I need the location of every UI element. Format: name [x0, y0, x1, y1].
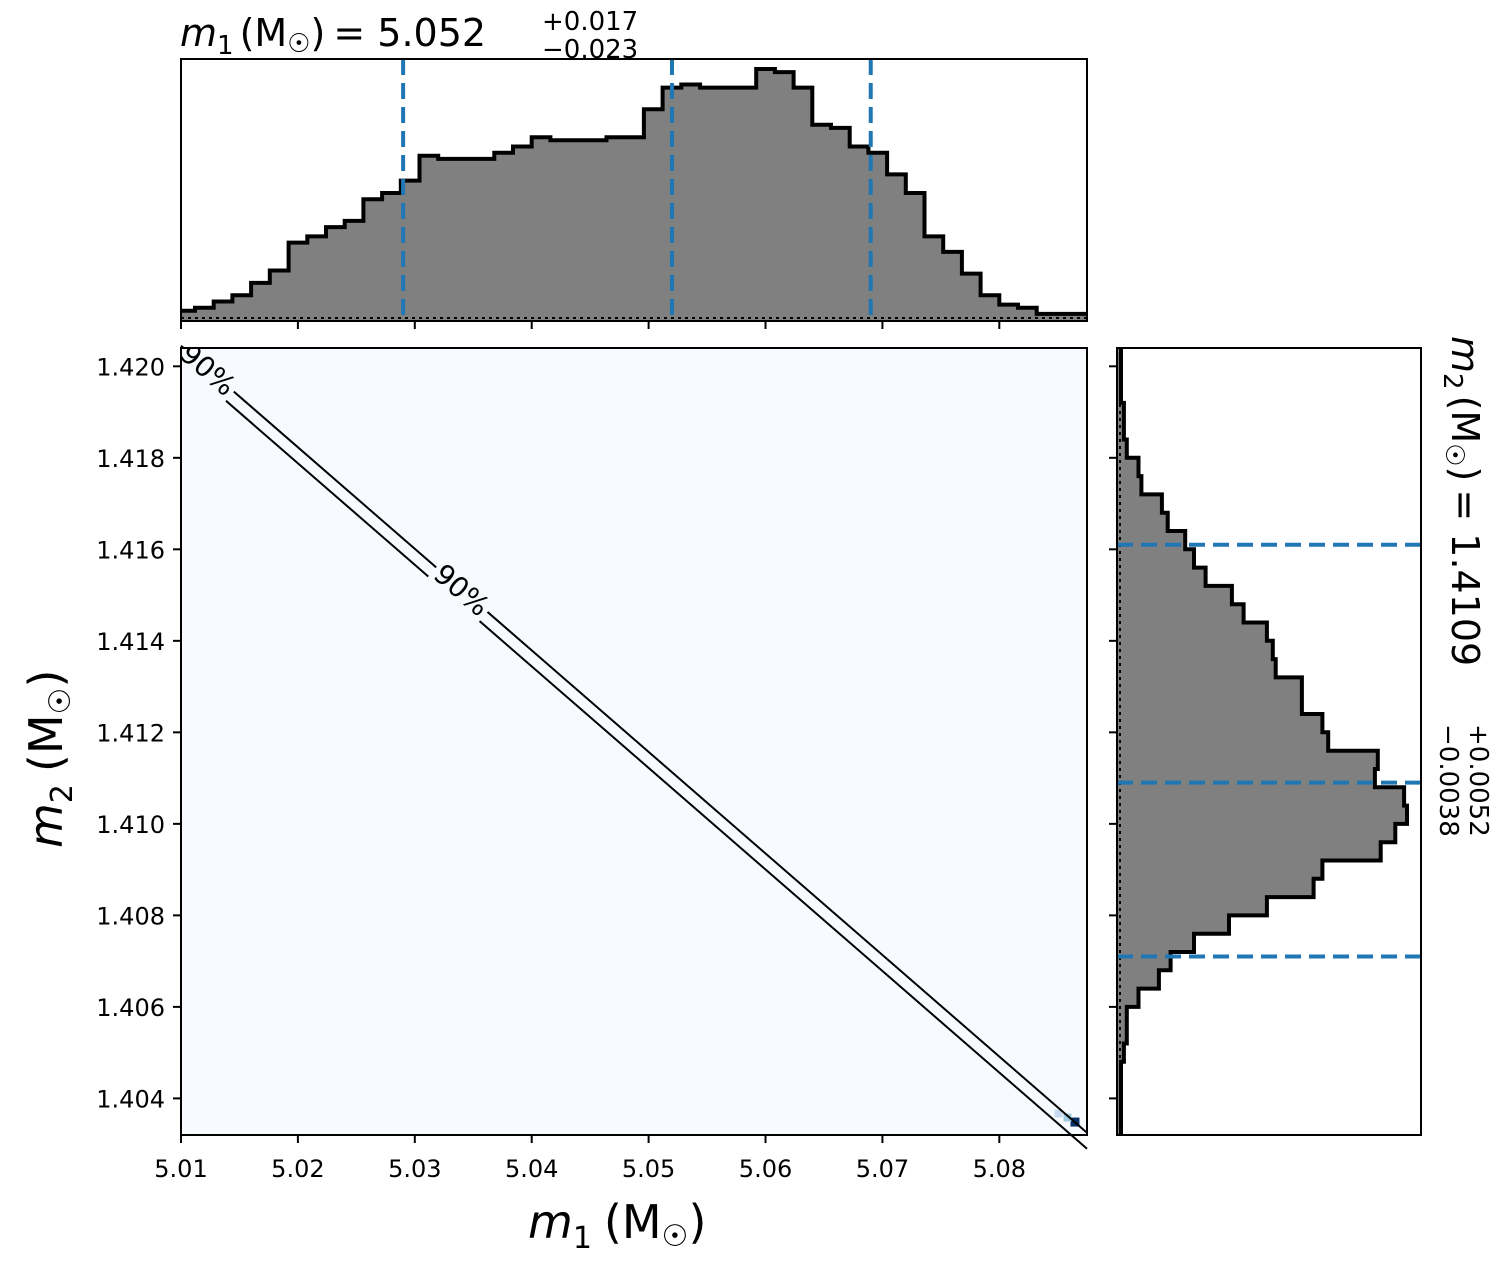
- right-histogram-edge: [1119, 348, 1409, 1135]
- top-histogram-fill: [181, 69, 1087, 321]
- joint-y-ticks: 1.404 1.406 1.408 1.410 1.412 1.414 1.416 1.418…: [96, 353, 181, 1113]
- x-axis-label: m1 (M☉): [528, 1195, 706, 1256]
- m1-title-lower: −0.023: [542, 35, 638, 65]
- m1-title-sub: 1: [217, 31, 234, 61]
- m1-title-unit: (M: [240, 11, 288, 55]
- y-tick-label: 1.418: [96, 445, 165, 473]
- y-label-var: m: [19, 803, 73, 848]
- m2-title-sub: 2: [1437, 373, 1467, 390]
- x-label-var: m: [528, 1195, 573, 1249]
- m2-title-unit: (M: [1443, 396, 1487, 444]
- right-axes-frame: [1116, 347, 1422, 1136]
- top-histogram-edge: [181, 67, 1087, 316]
- x-label-sub: 1: [573, 1221, 592, 1256]
- m2-title-value: = 1.4109: [1443, 489, 1487, 666]
- right-y-ticks: [1109, 365, 1117, 1100]
- m1-title: m1 (M☉) = 5.052 +0.017 −0.023: [180, 7, 638, 65]
- heatmap-background: [181, 348, 1087, 1135]
- m1-title-upper: +0.017: [542, 7, 638, 37]
- top-quantile-lines: [401, 59, 873, 321]
- y-tick-label: 1.420: [96, 353, 165, 381]
- x-tick-label: 5.05: [622, 1155, 675, 1183]
- x-label-sun: ☉: [662, 1219, 689, 1254]
- y-tick-label: 1.416: [96, 536, 165, 564]
- joint-x-ticks: 5.01 5.02 5.03 5.04 5.05 5.06 5.07 5.08: [154, 1135, 1026, 1183]
- y-tick-label: 1.414: [96, 628, 165, 656]
- x-tick-label: 5.01: [154, 1155, 207, 1183]
- x-label-unit: (M: [604, 1195, 662, 1249]
- joint-axes-frame: [180, 347, 1088, 1136]
- y-tick-label: 1.410: [96, 811, 165, 839]
- heatmap-light-cell: [1063, 1113, 1072, 1122]
- svg-text:m1(M☉): m1 (M☉): [528, 1195, 706, 1256]
- contour-label-gap: [181, 348, 244, 403]
- m2-title-upper: +0.0052: [1463, 724, 1493, 837]
- m2-title: m2 (M☉) = 1.4109 +0.0052 −0.0038: [1433, 336, 1493, 837]
- svg-text:m2(M☉)= 1.4109: m2 (M☉) = 1.4109: [1437, 336, 1487, 666]
- contour-line: [180, 360, 1088, 1150]
- contour-line: [180, 344, 1088, 1134]
- m1-title-value: = 5.052: [333, 11, 486, 55]
- y-tick-label: 1.408: [96, 902, 165, 930]
- y-axis-label: m2 (M☉): [19, 670, 80, 848]
- m2-title-unit-close: ): [1443, 467, 1487, 482]
- contour-label-gap: [427, 556, 497, 623]
- x-tick-label: 5.07: [856, 1155, 909, 1183]
- y-tick-label: 1.404: [96, 1085, 165, 1113]
- x-label-unit-close: ): [688, 1195, 706, 1249]
- svg-text:m1(M☉)= 5.052: m1 (M☉) = 5.052: [180, 11, 486, 61]
- m2-title-var: m: [1443, 336, 1487, 373]
- m2-title-sun: ☉: [1439, 443, 1469, 466]
- y-tick-label: 1.406: [96, 994, 165, 1022]
- x-tick-label: 5.03: [388, 1155, 441, 1183]
- svg-text:m2(M☉): m2 (M☉): [19, 670, 80, 848]
- x-tick-label: 5.08: [973, 1155, 1026, 1183]
- x-tick-label: 5.02: [271, 1155, 324, 1183]
- y-tick-label: 1.412: [96, 719, 165, 747]
- right-histogram-fill: [1117, 348, 1407, 1135]
- joint-heatmap: 90%90% 5.01 5.02 5.03 5.04 5.05 5.06 5.07 5.08 …: [96, 344, 1088, 1183]
- contour-lines: [180, 344, 1088, 1150]
- m1-title-var: m: [180, 11, 217, 55]
- m2-title-lower: −0.0038: [1433, 724, 1463, 837]
- y-label-sub: 2: [45, 784, 80, 803]
- y-label-unit-close: ): [19, 670, 73, 688]
- y-label-sun: ☉: [43, 688, 78, 715]
- x-tick-label: 5.06: [739, 1155, 792, 1183]
- x-tick-label: 5.04: [505, 1155, 558, 1183]
- top-marginal-histogram: [180, 58, 1088, 329]
- m1-title-unit-close: ): [311, 11, 326, 55]
- m1-title-sun: ☉: [287, 29, 310, 59]
- heatmap-light-cell: [1054, 1109, 1063, 1118]
- right-quantile-lines: [1117, 542, 1421, 959]
- y-label-unit: (M: [19, 714, 73, 772]
- top-x-ticks: [180, 321, 1001, 329]
- top-axes-frame: [180, 58, 1088, 322]
- right-marginal-histogram: [1109, 347, 1422, 1136]
